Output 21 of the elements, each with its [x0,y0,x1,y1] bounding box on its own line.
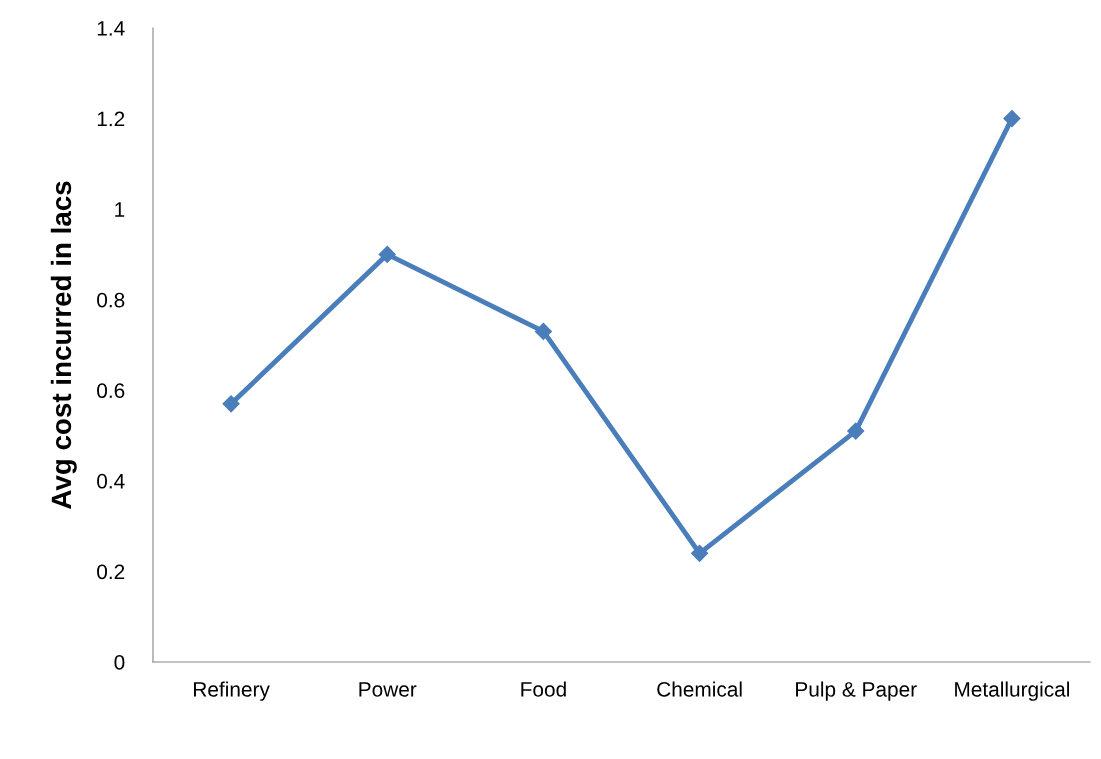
point [534,322,552,340]
x-tick-label: Food [521,681,566,697]
point [691,544,709,562]
y-tick-label: 1.4 [97,21,125,36]
point [847,422,865,440]
y-tick-label: 1 [115,202,125,217]
point [222,395,240,413]
x-tick-label: Chemical [657,681,742,697]
point [1003,110,1021,128]
x-tick-label: Power [359,682,417,697]
y-tick-label: 0.4 [97,473,125,489]
x-tick-label: Refinery [194,681,270,701]
x-tick-label: Pulp & Paper [796,681,917,701]
y-tick-label: 0.8 [97,292,125,308]
point [378,245,396,263]
y-tick-label: 0.6 [97,383,125,399]
x-tick-label: Metallurgical [955,681,1069,701]
y-axis-title: Avg cost incurred in lacs [50,181,77,509]
y-tick-label: 1.2 [97,111,125,127]
y-tick-label: 0 [114,655,125,670]
y-tick-label: 0.2 [97,564,125,580]
